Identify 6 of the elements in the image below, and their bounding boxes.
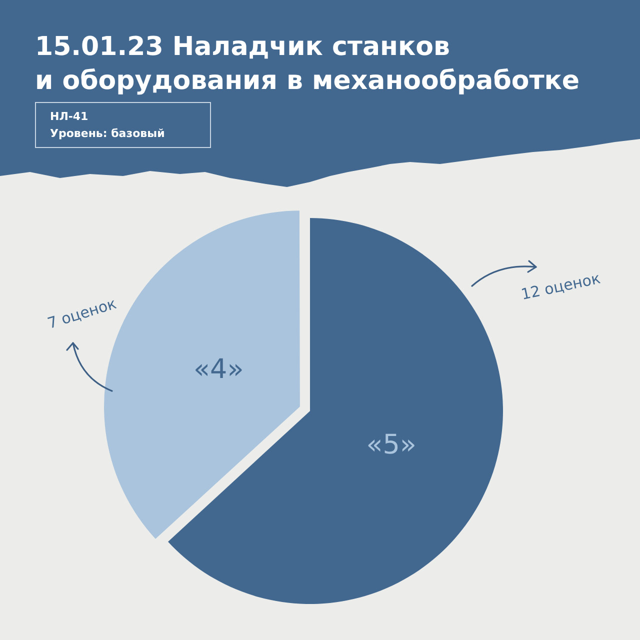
slice-label: «5» <box>366 430 416 461</box>
chart-subtitle: НЛ-41 Уровень: базовый <box>35 102 211 148</box>
slice-label: «4» <box>194 354 244 385</box>
chart-title: 15.01.23 Наладчик станков и оборудования в механообработке <box>35 31 581 98</box>
data-label: 7 оценок <box>45 294 119 332</box>
data-label: 12 оценок <box>519 269 602 304</box>
